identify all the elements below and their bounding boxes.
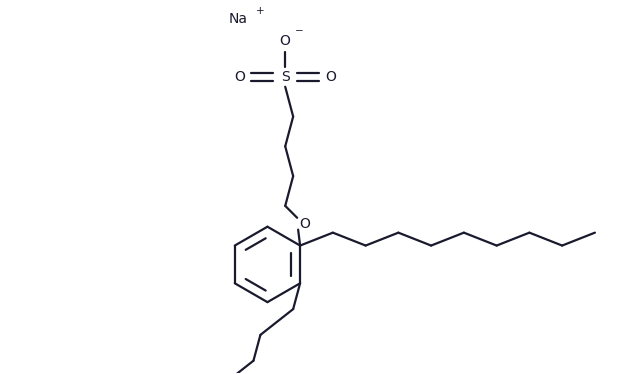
- Text: O: O: [279, 34, 290, 48]
- Text: +: +: [256, 6, 265, 16]
- Text: Na: Na: [229, 12, 248, 26]
- Text: O: O: [300, 217, 311, 231]
- Text: S: S: [281, 70, 290, 84]
- Text: O: O: [326, 70, 336, 84]
- Text: −: −: [295, 26, 304, 36]
- Text: O: O: [234, 70, 245, 84]
